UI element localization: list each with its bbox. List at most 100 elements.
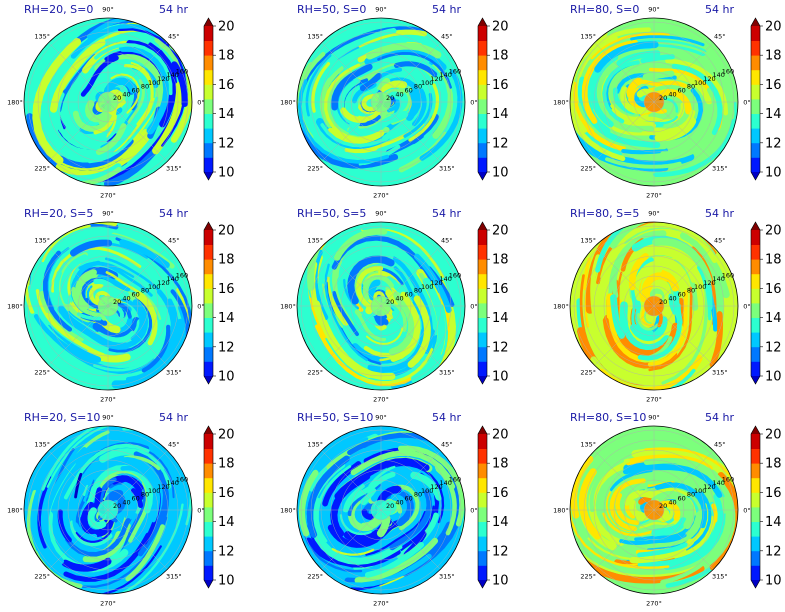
colorbar-segment [204, 361, 213, 377]
field-band [30, 462, 53, 552]
colorbar-segment [204, 463, 213, 479]
angular-gridline [380, 246, 441, 307]
field-band [138, 465, 161, 523]
field-band [350, 450, 456, 490]
radial-tick-label: 80 [414, 287, 422, 295]
colorbar-segment [751, 507, 760, 522]
colorbar-segment [751, 521, 760, 537]
angle-tick-label: 0° [470, 303, 477, 311]
angle-tick-label: 135° [34, 441, 50, 449]
field-band [381, 121, 406, 142]
field-band [148, 289, 176, 371]
radial-tick-label: 40 [122, 498, 130, 506]
colorbar-min-extension [204, 172, 213, 180]
colorbar-segment [204, 565, 213, 581]
angular-gridline [594, 246, 655, 307]
colorbar-min-extension [751, 172, 760, 180]
polar-frame [569, 221, 739, 391]
angle-tick-label: 225° [34, 572, 50, 580]
radial-tick-label: 100 [148, 79, 160, 87]
angle-tick-label: 315° [712, 368, 728, 376]
radial-tick-label: 60 [405, 495, 413, 503]
colorbar-tick-label: 18 [492, 253, 509, 268]
colorbar-tick-label: 18 [218, 49, 235, 64]
radial-tick-label: 160 [176, 271, 188, 279]
panel-7: 20 40 60 801001201401600°45°90°135°180°225°… [7, 411, 234, 608]
panel-title: RH=80, S=0 [570, 3, 639, 16]
radial-tick-label: 140 [166, 479, 178, 487]
field-band [105, 113, 117, 138]
angle-tick-label: 45° [441, 237, 453, 245]
radial-tick-label: 140 [439, 71, 451, 79]
angular-gridline [321, 101, 382, 162]
colorbar-segment [478, 434, 487, 449]
angle-tick-label: 135° [580, 33, 596, 41]
field-band [324, 263, 368, 362]
field-band [297, 79, 390, 164]
colorbar-segment [204, 230, 213, 245]
colorbar-segment [478, 273, 487, 289]
colorbar-min-extension [478, 580, 487, 588]
field-band [376, 515, 391, 538]
radial-tick-label: 100 [421, 487, 433, 495]
angle-tick-label: 270° [373, 192, 389, 200]
radial-tick-label: 100 [694, 487, 706, 495]
angle-tick-label: 0° [743, 303, 750, 311]
angular-gridline [107, 246, 168, 307]
field-band [331, 548, 375, 556]
field-band [332, 28, 397, 61]
field-band [71, 286, 107, 321]
colorbar-segment [751, 463, 760, 479]
field-band [358, 29, 427, 49]
field-band [360, 487, 377, 506]
field-band [306, 455, 350, 538]
colorbar-segment [751, 288, 760, 304]
angle-tick-label: 270° [100, 600, 116, 608]
colorbar-tick-label: 14 [218, 311, 235, 326]
field-band [697, 266, 712, 321]
field-band [49, 38, 106, 113]
colorbar-tick-label: 10 [218, 370, 235, 385]
field-band [41, 224, 91, 263]
panel-time-label: 54 hr [705, 3, 734, 16]
field-band [327, 127, 385, 145]
field-band [598, 335, 674, 376]
field-band [130, 61, 154, 126]
field-band [93, 347, 161, 372]
angular-gridline [107, 509, 168, 570]
colorbar-segment [478, 113, 487, 129]
radial-tick-label: 160 [722, 67, 734, 75]
colorbar-segment [478, 565, 487, 581]
radial-tick-label: 40 [668, 294, 676, 302]
panel-1: 20 40 60 801001201401600°45°90°135°180°225°… [7, 3, 234, 200]
field-band [590, 254, 601, 315]
colorbar-tick-label: 12 [492, 340, 509, 355]
colorbar-tick-label: 14 [492, 311, 509, 326]
angle-tick-label: 135° [34, 237, 50, 245]
angle-tick-label: 0° [470, 99, 477, 107]
field-band [616, 50, 661, 67]
angular-gridline [653, 246, 714, 307]
field-band [345, 84, 360, 119]
polar-frame [296, 221, 466, 391]
field-band [581, 39, 638, 124]
radial-tick-label: 20 [386, 298, 394, 306]
angle-tick-label: 135° [580, 237, 596, 245]
field-band [673, 259, 699, 311]
field-band [643, 457, 725, 486]
panel-9: 20 40 60 801001201401600°45°90°135°180°225°… [553, 411, 781, 608]
colorbar-segment [204, 332, 213, 348]
colorbar-segment [204, 69, 213, 85]
angle-tick-label: 90° [375, 210, 387, 218]
colorbar-segment [751, 361, 760, 377]
colorbar-segment [204, 317, 213, 333]
colorbar-tick-label: 14 [218, 107, 235, 122]
colorbar-tick-label: 10 [492, 166, 509, 181]
field-band [586, 444, 716, 476]
angle-tick-label: 135° [580, 441, 596, 449]
radial-tick-label: 120 [157, 483, 169, 491]
field-band [135, 293, 158, 346]
angle-tick-label: 315° [439, 164, 455, 172]
field-band [654, 482, 708, 529]
field-band [393, 255, 436, 354]
